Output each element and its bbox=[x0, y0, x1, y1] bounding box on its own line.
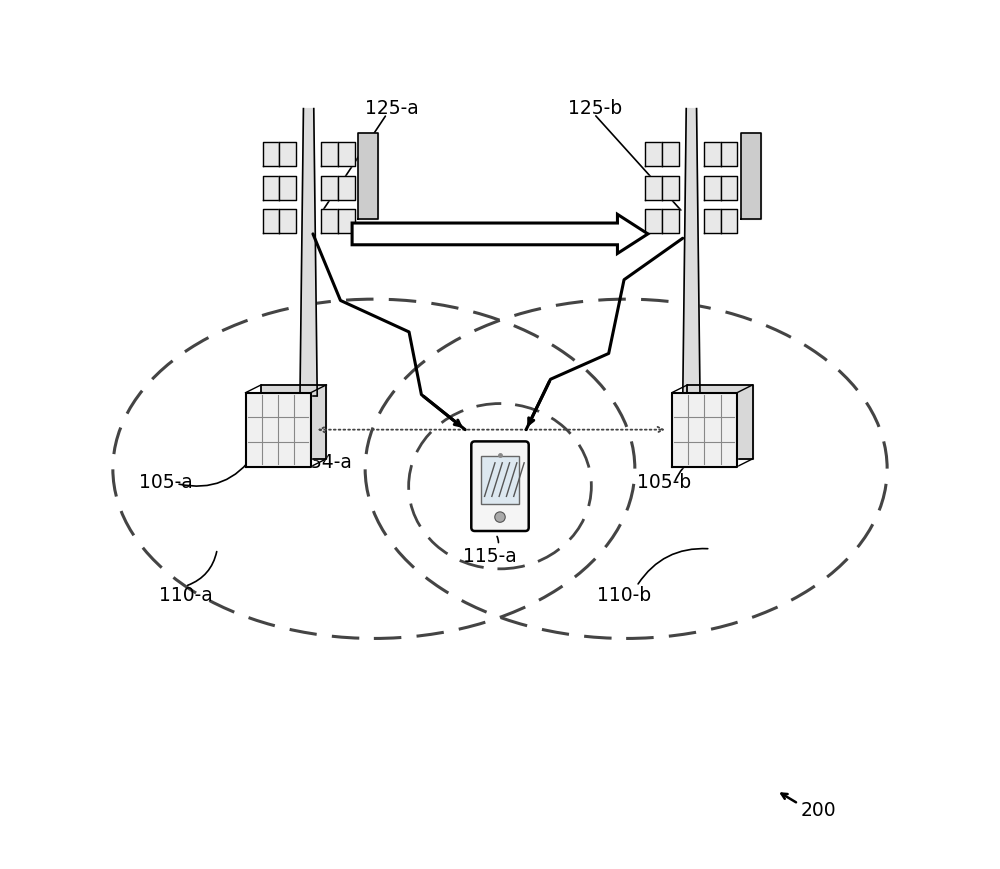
Text: 105-b: 105-b bbox=[637, 473, 692, 492]
Polygon shape bbox=[279, 210, 296, 234]
Polygon shape bbox=[721, 143, 737, 167]
FancyBboxPatch shape bbox=[471, 441, 529, 531]
Polygon shape bbox=[358, 134, 378, 220]
Text: 125-a: 125-a bbox=[365, 99, 419, 118]
Polygon shape bbox=[683, 109, 700, 396]
Polygon shape bbox=[321, 176, 338, 200]
Polygon shape bbox=[704, 143, 721, 167]
Polygon shape bbox=[279, 176, 296, 200]
Polygon shape bbox=[263, 143, 279, 167]
Text: 134-a: 134-a bbox=[298, 453, 352, 472]
FancyBboxPatch shape bbox=[481, 456, 519, 504]
Polygon shape bbox=[721, 210, 737, 234]
Text: 200: 200 bbox=[800, 800, 836, 819]
Text: 125-b: 125-b bbox=[568, 99, 622, 118]
Polygon shape bbox=[338, 210, 355, 234]
Text: 105-a: 105-a bbox=[139, 473, 193, 492]
FancyArrow shape bbox=[352, 216, 648, 254]
Circle shape bbox=[495, 512, 505, 522]
Polygon shape bbox=[645, 176, 662, 200]
Polygon shape bbox=[300, 109, 317, 396]
Polygon shape bbox=[338, 143, 355, 167]
Polygon shape bbox=[263, 176, 279, 200]
Polygon shape bbox=[662, 210, 679, 234]
Polygon shape bbox=[645, 143, 662, 167]
Polygon shape bbox=[261, 386, 326, 459]
Polygon shape bbox=[721, 176, 737, 200]
Text: 110-a: 110-a bbox=[159, 586, 213, 605]
Polygon shape bbox=[279, 143, 296, 167]
Polygon shape bbox=[662, 143, 679, 167]
Polygon shape bbox=[687, 386, 753, 459]
Polygon shape bbox=[645, 210, 662, 234]
Polygon shape bbox=[321, 210, 338, 234]
Polygon shape bbox=[662, 176, 679, 200]
Polygon shape bbox=[704, 176, 721, 200]
Polygon shape bbox=[741, 134, 761, 220]
Text: 110-b: 110-b bbox=[597, 586, 652, 605]
Polygon shape bbox=[321, 143, 338, 167]
Polygon shape bbox=[263, 210, 279, 234]
Polygon shape bbox=[246, 393, 311, 468]
Text: 115-a: 115-a bbox=[463, 547, 516, 566]
Polygon shape bbox=[672, 393, 737, 468]
Polygon shape bbox=[704, 210, 721, 234]
Polygon shape bbox=[338, 176, 355, 200]
